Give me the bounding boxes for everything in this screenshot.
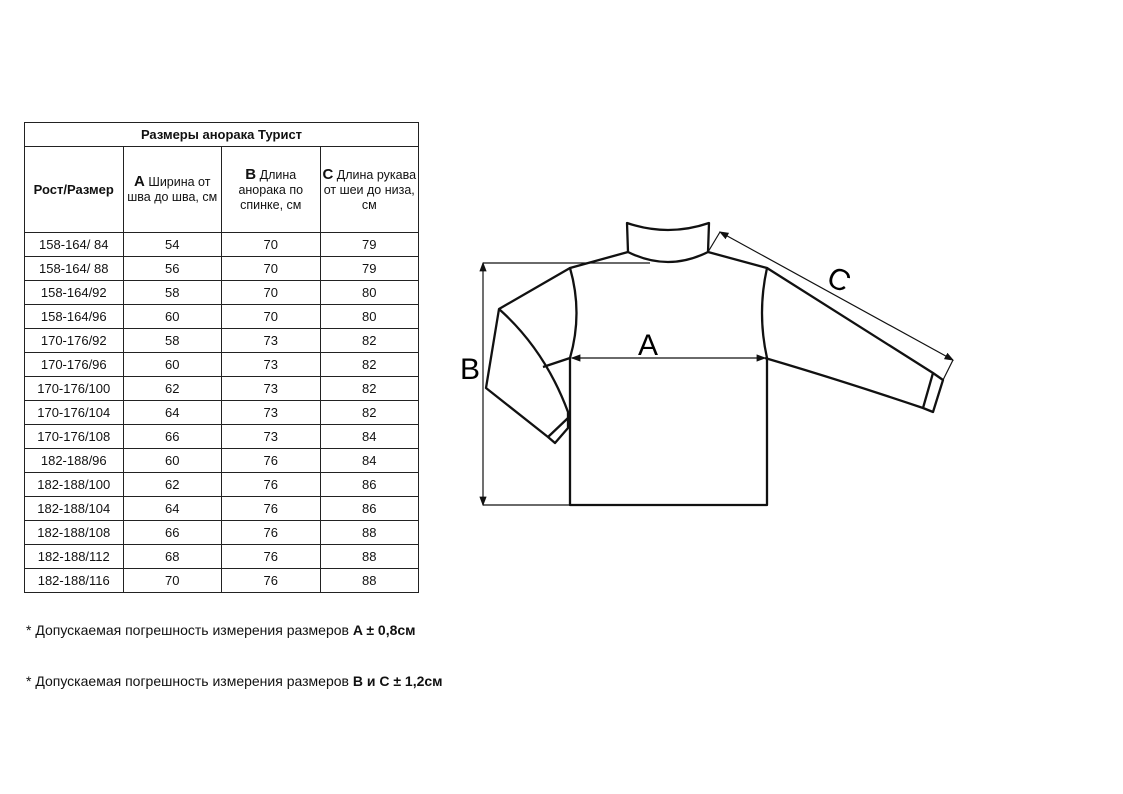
header-b: B Длина анорака по спинке, см <box>221 146 321 233</box>
measure-lines <box>479 231 955 507</box>
cell-size: 182-188/116 <box>24 568 124 593</box>
cell-c: 82 <box>319 352 419 377</box>
table-row: 182-188/116 70 76 88 <box>24 568 419 593</box>
cell-c: 88 <box>319 568 419 593</box>
cell-a: 60 <box>122 304 222 329</box>
cell-a: 66 <box>122 520 222 545</box>
header-size: Рост/Размер <box>24 146 124 233</box>
header-a: A Ширина от шва до шва, см <box>122 146 222 233</box>
cell-c: 84 <box>319 448 419 473</box>
label-c: C <box>822 260 856 299</box>
cell-size: 170-176/108 <box>24 424 124 449</box>
cell-size: 170-176/96 <box>24 352 124 377</box>
table-row: 170-176/100 62 73 82 <box>24 376 419 401</box>
note-bc: * Допускаемая погрешность измерения разм… <box>26 673 443 689</box>
cell-size: 182-188/108 <box>24 520 124 545</box>
cell-c: 82 <box>319 400 419 425</box>
table-row: 182-188/100 62 76 86 <box>24 472 419 497</box>
cell-c: 86 <box>319 472 419 497</box>
cell-a: 68 <box>122 544 222 569</box>
cell-b: 76 <box>221 568 321 593</box>
cell-a: 64 <box>122 496 222 521</box>
cell-b: 70 <box>221 256 321 281</box>
label-a: A <box>638 329 658 362</box>
cell-c: 80 <box>319 304 419 329</box>
cell-b: 76 <box>221 448 321 473</box>
cell-b: 73 <box>221 400 321 425</box>
cell-b: 76 <box>221 520 321 545</box>
table-row: 170-176/96 60 73 82 <box>24 352 419 377</box>
cell-size: 158-164/ 84 <box>24 232 124 257</box>
cell-a: 62 <box>122 472 222 497</box>
table-row: 182-188/112 68 76 88 <box>24 544 419 569</box>
cell-a: 60 <box>122 352 222 377</box>
cell-a: 66 <box>122 424 222 449</box>
cell-size: 170-176/104 <box>24 400 124 425</box>
size-table: Размеры анорака Турист Рост/Размер A Шир… <box>24 122 419 593</box>
cell-c: 84 <box>319 424 419 449</box>
cell-a: 54 <box>122 232 222 257</box>
cell-a: 70 <box>122 568 222 593</box>
table-row: 158-164/ 84 54 70 79 <box>24 232 419 257</box>
anorak-outline <box>484 221 945 507</box>
cell-b: 76 <box>221 496 321 521</box>
cell-size: 170-176/92 <box>24 328 124 353</box>
cell-a: 58 <box>122 280 222 305</box>
cell-c: 88 <box>319 544 419 569</box>
table-row: 170-176/104 64 73 82 <box>24 400 419 425</box>
cell-b: 70 <box>221 304 321 329</box>
cell-size: 182-188/112 <box>24 544 124 569</box>
table-title: Размеры анорака Турист <box>24 122 419 147</box>
note-a: * Допускаемая погрешность измерения разм… <box>26 622 416 638</box>
table-row: 158-164/96 60 70 80 <box>24 304 419 329</box>
label-b: B <box>460 353 480 386</box>
table-row: 170-176/108 66 73 84 <box>24 424 419 449</box>
table-row: 182-188/108 66 76 88 <box>24 520 419 545</box>
table-row: 158-164/92 58 70 80 <box>24 280 419 305</box>
